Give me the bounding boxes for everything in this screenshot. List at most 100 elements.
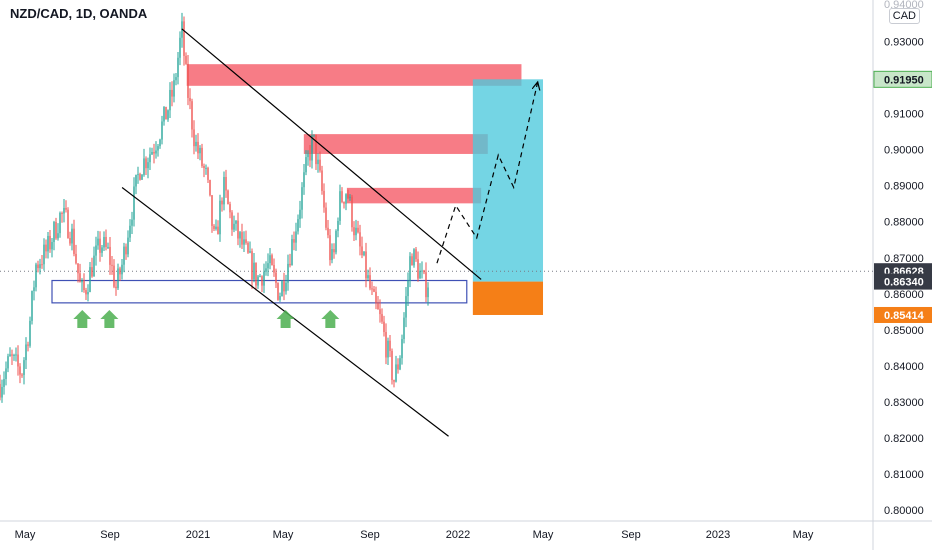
- candle-body: [359, 232, 361, 247]
- candle-body: [393, 380, 395, 382]
- candle-body: [343, 201, 345, 204]
- candle-body: [7, 356, 9, 369]
- candle-body: [3, 378, 5, 388]
- price-badge: 0.85414: [874, 306, 932, 323]
- candle-body: [327, 227, 329, 236]
- candle-body: [257, 276, 259, 286]
- candle-body: [173, 80, 175, 97]
- candle-body: [179, 37, 181, 58]
- candle-body: [377, 302, 379, 310]
- candle-body: [111, 264, 113, 266]
- candle-body: [117, 268, 119, 289]
- candle-body: [125, 246, 127, 255]
- candle-body: [419, 270, 421, 279]
- candle-body: [415, 249, 417, 260]
- candle-body: [151, 152, 153, 155]
- candle-body: [239, 232, 241, 239]
- candle-body: [333, 249, 335, 253]
- candle-body: [209, 179, 211, 196]
- candle-body: [285, 282, 287, 292]
- x-tick-label: 2021: [186, 529, 210, 541]
- candle-body: [279, 296, 281, 300]
- candle-body: [25, 344, 27, 361]
- candle-body: [37, 264, 39, 269]
- x-tick-label: Sep: [621, 529, 641, 541]
- candle-body: [75, 253, 77, 264]
- candle-body: [17, 354, 19, 367]
- candle-body: [417, 259, 419, 279]
- candle-body: [61, 212, 63, 214]
- candle-body: [21, 374, 23, 376]
- support-arrow-icon: [100, 310, 119, 328]
- candle-body: [247, 242, 249, 253]
- candle-body: [195, 141, 197, 147]
- price-badge-label: 0.91950: [884, 74, 924, 86]
- candle-body: [367, 275, 369, 279]
- candle-body: [97, 238, 99, 246]
- candle-body: [403, 317, 405, 340]
- candle-body: [45, 244, 47, 252]
- candle-body: [191, 101, 193, 130]
- candle-body: [33, 287, 35, 292]
- candle-body: [169, 89, 171, 111]
- candle-body: [175, 77, 177, 81]
- candle-body: [317, 159, 319, 165]
- candle-body: [301, 187, 303, 210]
- chart-title[interactable]: NZD/CAD, 1D, OANDA: [10, 6, 148, 21]
- candle-body: [381, 314, 383, 322]
- y-tick-label: 0.89000: [884, 181, 924, 193]
- currency-badge[interactable]: CAD: [888, 8, 920, 24]
- candle-body: [243, 239, 245, 245]
- resistance-zone: [186, 64, 522, 86]
- candle-body: [369, 275, 371, 289]
- candle-body: [91, 267, 93, 277]
- candle-body: [265, 268, 267, 272]
- candle-body: [283, 281, 285, 292]
- candle-body: [41, 264, 43, 266]
- candle-body: [1, 387, 3, 398]
- candle-body: [201, 147, 203, 166]
- candle-body: [357, 227, 359, 233]
- candle-body: [407, 280, 409, 297]
- candle-body: [299, 209, 301, 220]
- y-tick-label: 0.87000: [884, 253, 924, 265]
- price-badge-label: 0.85414: [884, 310, 925, 322]
- support-arrow-icon: [321, 310, 340, 328]
- candle-body: [53, 221, 55, 242]
- candle-body: [411, 256, 413, 266]
- candle-body: [421, 270, 423, 272]
- price-badge-label: 0.86340: [884, 277, 924, 289]
- candle-body: [213, 225, 215, 229]
- candle-body: [153, 152, 155, 154]
- candle-body: [211, 195, 213, 226]
- candle-body: [145, 158, 147, 169]
- candle-body: [115, 286, 117, 289]
- candle-body: [11, 354, 13, 356]
- candle-body: [307, 153, 309, 158]
- x-tick-label: May: [15, 529, 36, 541]
- price-badge: 0.91950: [873, 70, 932, 88]
- projection-path: [436, 83, 538, 264]
- candle-body: [103, 236, 105, 248]
- candle-body: [183, 21, 185, 56]
- candle-body: [71, 228, 73, 244]
- candle-body: [273, 265, 275, 273]
- support-zone: [51, 279, 468, 304]
- candles: [0, 12, 429, 403]
- candle-body: [373, 289, 375, 292]
- candle-body: [261, 276, 263, 286]
- candle-body: [73, 228, 75, 254]
- candle-body: [399, 358, 401, 370]
- candle-body: [387, 340, 389, 358]
- candle-body: [345, 194, 347, 204]
- candle-body: [321, 170, 323, 191]
- candle-body: [275, 272, 277, 283]
- candle-body: [391, 350, 393, 381]
- candle-body: [131, 219, 133, 226]
- candle-body: [187, 63, 189, 98]
- candle-body: [99, 238, 101, 253]
- candle-body: [425, 272, 427, 298]
- candle-body: [121, 264, 123, 275]
- candle-body: [233, 223, 235, 230]
